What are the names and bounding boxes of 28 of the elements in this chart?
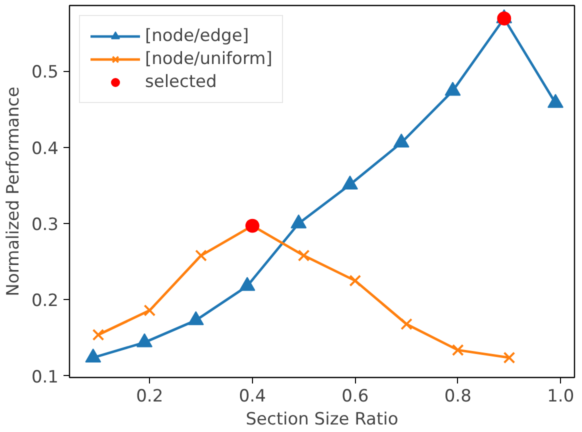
point: [298, 250, 310, 262]
x-tick-label: 1.0: [547, 386, 574, 406]
legend-label: selected: [145, 72, 217, 92]
point: [92, 328, 104, 341]
y-tick-label: 0.5: [31, 62, 59, 83]
point: [393, 134, 410, 148]
legend-label: [node/edge]: [145, 26, 249, 46]
x-tick-label: 0.8: [444, 386, 472, 406]
x-axis-title: Section Size Ratio: [246, 410, 398, 430]
point: [547, 94, 564, 108]
point: [452, 344, 464, 356]
point: [503, 352, 516, 364]
y-tick-label: 0.3: [31, 215, 59, 236]
point: [195, 250, 207, 262]
point: [349, 274, 362, 287]
x-tick-label: 0.4: [238, 386, 266, 406]
y-tick-label: 0.4: [31, 138, 59, 159]
legend-label: [node/uniform]: [145, 49, 272, 69]
point: [144, 304, 156, 316]
y-tick-label: 0.1: [31, 367, 59, 388]
x-tick-label: 0.2: [136, 386, 164, 406]
y-axis-title: Normalized Performance: [3, 86, 24, 296]
point: [444, 82, 461, 96]
point: [342, 175, 358, 190]
x-tick-label: 0.6: [342, 386, 369, 406]
point: [400, 318, 412, 330]
y-tick-label: 0.2: [31, 291, 59, 312]
point: [290, 214, 307, 228]
